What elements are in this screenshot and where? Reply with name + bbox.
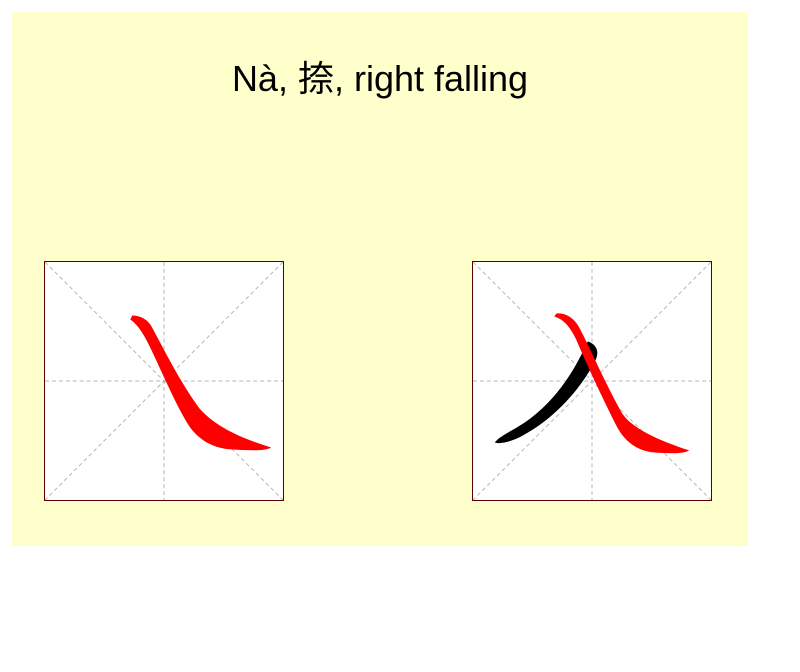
right-falling-stroke	[554, 313, 690, 454]
guide-lines	[473, 262, 711, 500]
stroke-alone-panel	[44, 261, 284, 501]
stroke-in-character-panel	[472, 261, 712, 501]
left-falling-stroke	[494, 341, 598, 444]
guide-lines	[45, 262, 283, 500]
practice-grid-left	[45, 262, 283, 500]
slide: Nà, 捺, right falling	[12, 12, 748, 546]
stroke-title: Nà, 捺, right falling	[231, 58, 529, 99]
right-falling-stroke	[130, 315, 272, 451]
practice-grid-right	[473, 262, 711, 500]
